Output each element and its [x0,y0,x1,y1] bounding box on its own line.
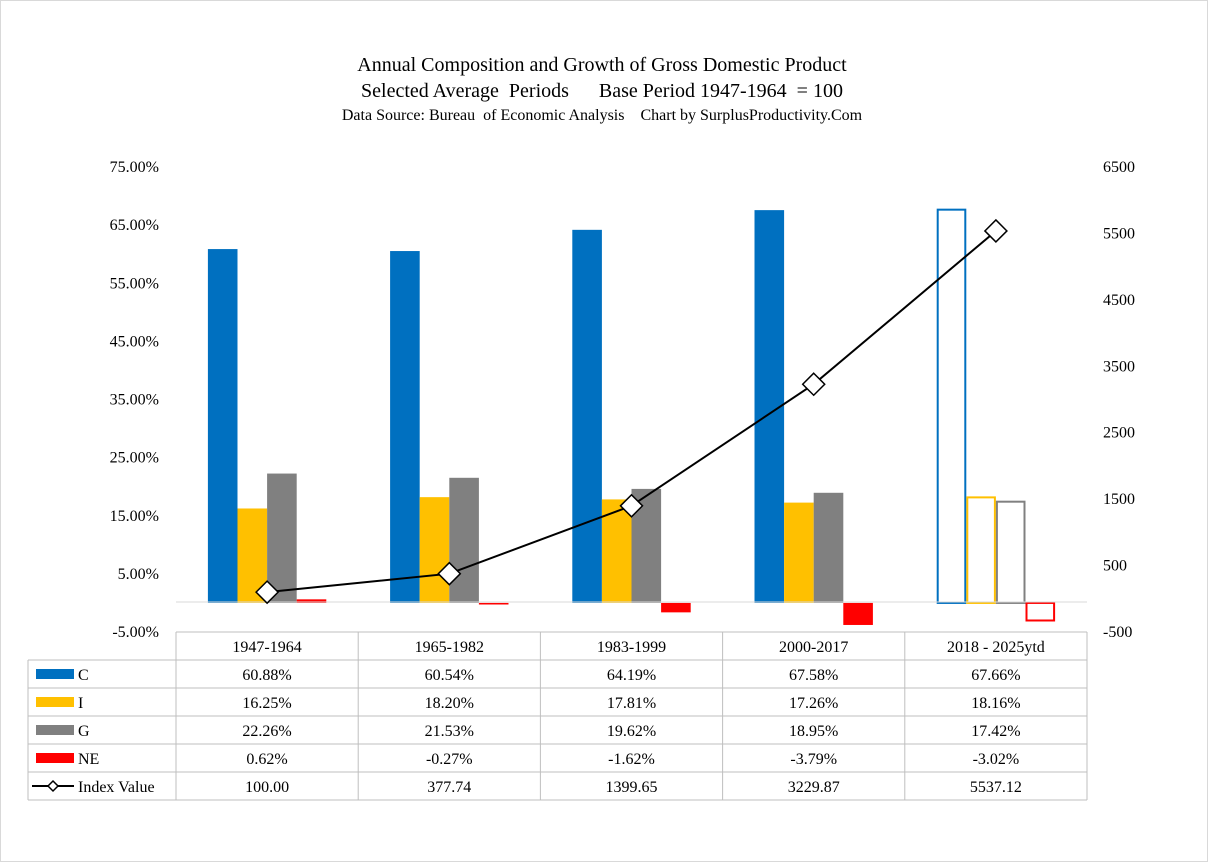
bar-series [207,208,1056,625]
right-tick-label: 6500 [1103,159,1135,176]
legend-swatch-ne [36,753,74,763]
category-label: 2018 - 2025ytd [947,639,1045,656]
right-tick-label: 3500 [1103,358,1135,375]
table-cell: -3.02% [973,751,1020,768]
table-cell: 22.26% [242,723,291,740]
table-cell: -1.62% [608,751,655,768]
bar-c-4 [936,208,967,604]
legend-diamond-marker [46,779,60,793]
legend-swatch-i [36,697,74,707]
legend-label-c: C [78,667,89,684]
legend-swatch-c [36,669,74,679]
bar-c-0 [207,249,238,603]
table-cell: 19.62% [607,723,656,740]
bar-i-2 [601,499,632,603]
table-cell: 5537.12 [970,779,1022,796]
left-axis: 75.00% 65.00% 55.00% 45.00% 35.00% 25.00% 15.0… [110,159,159,641]
category-label: 1965-1982 [415,639,484,656]
left-tick-label: 25.00% [110,450,159,467]
left-tick-label: -5.00% [112,624,159,641]
index-line-series [255,218,1008,605]
bar-i-4 [966,496,996,604]
chart-source: Data Source: Bureau of Economic Analysis… [342,107,863,124]
table-cell: 21.53% [425,723,474,740]
bar-c-2 [572,229,602,603]
right-tick-label: -500 [1103,624,1132,641]
table-cell: -3.79% [790,751,837,768]
left-tick-label: 65.00% [110,217,159,234]
bar-g-0 [267,473,297,603]
table-cell: 60.54% [425,667,474,684]
left-tick-label: 5.00% [118,566,159,583]
right-tick-label: 500 [1103,558,1127,575]
left-tick-label: 55.00% [110,275,159,292]
right-tick-label: 4500 [1103,292,1135,309]
table-cell: 377.74 [427,779,471,796]
right-axis: 6500 5500 4500 3500 2500 1500 500 -500 [1103,159,1135,641]
left-tick-label: 15.00% [110,508,159,525]
bar-c-1 [390,251,420,603]
legend-label-ne: NE [78,751,99,768]
index-marker-1 [437,561,462,586]
bar-g-4 [995,500,1026,604]
chart-subtitle: Selected Average Periods Base Period 194… [361,80,843,102]
index-marker-0 [255,580,280,605]
bar-ne-3 [843,602,873,625]
table-cell: 3229.87 [788,779,840,796]
bar-ne-2 [661,602,691,613]
index-marker-3 [801,372,826,397]
right-tick-label: 2500 [1103,425,1135,442]
table-cell: 18.16% [971,695,1020,712]
table-cell: 64.19% [607,667,656,684]
table-cell: 1399.65 [606,779,658,796]
table-cell: 100.00 [245,779,289,796]
legend-swatch-g [36,725,74,735]
table-cell: 17.81% [607,695,656,712]
category-label: 2000-2017 [779,639,848,656]
legend-label-g: G [78,723,90,740]
table-cell: 16.25% [242,695,291,712]
bar-ne-0 [296,599,327,603]
table-cell: 17.26% [789,695,838,712]
right-tick-label: 1500 [1103,491,1135,508]
index-marker-2 [619,493,644,518]
left-tick-label: 45.00% [110,333,159,350]
right-tick-label: 5500 [1103,225,1135,242]
left-tick-label: 75.00% [110,159,159,176]
table-cell: 67.66% [971,667,1020,684]
table-cell: 17.42% [971,723,1020,740]
legend-label-i: I [78,695,83,712]
table-cell: 18.95% [789,723,838,740]
table-cell: -0.27% [426,751,473,768]
data-table: 1947-1964 1965-1982 1983-1999 2000-2017 2018… [27,631,1088,801]
table-cell: 60.88% [242,667,291,684]
table-cell: 18.20% [425,695,474,712]
bar-i-3 [784,502,814,603]
bar-ne-1 [478,602,509,605]
table-cell: 67.58% [789,667,838,684]
index-marker-4 [983,218,1008,244]
bar-ne-4 [1025,601,1056,622]
bar-i-1 [419,497,450,603]
bar-g-3 [813,492,844,603]
left-tick-label: 35.00% [110,392,159,409]
category-label: 1983-1999 [597,639,666,656]
chart-title: Annual Composition and Growth of Gross D… [357,54,847,76]
table-cell: 0.62% [246,751,287,768]
legend-label-index-value: Index Value [78,779,155,796]
category-label: 1947-1964 [232,639,301,656]
bar-g-1 [449,477,479,603]
